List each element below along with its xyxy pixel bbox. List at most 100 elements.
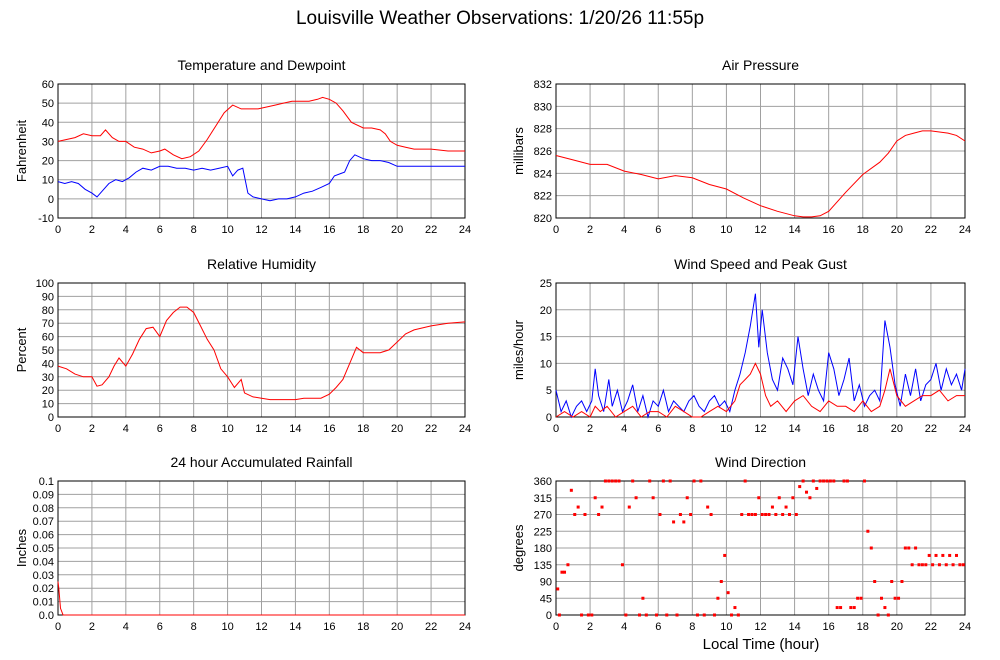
direction-point bbox=[719, 580, 723, 583]
direction-point bbox=[678, 513, 682, 516]
y-tick-label: 70 bbox=[42, 318, 54, 330]
direction-point bbox=[634, 496, 638, 500]
direction-point bbox=[859, 596, 863, 600]
direction-point bbox=[723, 553, 727, 557]
x-tick-label: 12 bbox=[754, 423, 766, 435]
direction-point bbox=[658, 513, 662, 516]
direction-point bbox=[900, 580, 904, 583]
direction-point bbox=[791, 496, 795, 500]
direction-point bbox=[702, 613, 706, 617]
y-tick-label: 0 bbox=[48, 194, 54, 206]
x-tick-label: 6 bbox=[655, 224, 661, 236]
y-tick-label: 822 bbox=[534, 191, 552, 203]
x-tick-label: 2 bbox=[587, 224, 593, 236]
x-axis-label: Local Time (hour) bbox=[702, 636, 820, 653]
y-tick-label: 180 bbox=[534, 543, 552, 555]
y-tick-label: 135 bbox=[534, 560, 552, 572]
y-tick-label: 0.03 bbox=[33, 570, 54, 582]
y-tick-label: 15 bbox=[540, 332, 552, 344]
x-tick-label: 24 bbox=[959, 423, 971, 435]
x-tick-label: 2 bbox=[587, 423, 593, 435]
direction-point bbox=[839, 606, 843, 610]
direction-point bbox=[569, 488, 573, 492]
plot-frame bbox=[555, 282, 966, 418]
direction-point bbox=[672, 520, 676, 524]
direction-point bbox=[890, 580, 894, 583]
direction-point bbox=[849, 606, 853, 610]
x-tick-label: 0 bbox=[55, 423, 61, 435]
direction-point bbox=[948, 553, 952, 557]
x-tick-label: 4 bbox=[621, 224, 627, 236]
y-tick-label: 10 bbox=[540, 358, 552, 370]
series-line-red bbox=[555, 362, 965, 418]
y-tick-label: 0.04 bbox=[33, 556, 54, 568]
direction-point bbox=[774, 513, 778, 516]
direction-point bbox=[825, 479, 829, 483]
direction-point bbox=[845, 479, 849, 483]
direction-point bbox=[627, 505, 631, 509]
y-tick-label: 20 bbox=[42, 156, 54, 168]
direction-point bbox=[897, 596, 901, 600]
y-tick-label: 60 bbox=[42, 332, 54, 344]
x-tick-label: 10 bbox=[720, 621, 732, 633]
y-tick-label: 0.09 bbox=[33, 489, 54, 501]
x-tick-label: 8 bbox=[689, 224, 695, 236]
direction-point bbox=[600, 505, 604, 509]
y-tick-label: 40 bbox=[42, 358, 54, 370]
x-tick-label: 0 bbox=[55, 621, 61, 633]
direction-point bbox=[753, 513, 757, 516]
x-tick-label: 6 bbox=[157, 224, 163, 236]
x-tick-label: 20 bbox=[391, 224, 403, 236]
y-axis-label: Inches bbox=[14, 528, 29, 567]
x-tick-label: 4 bbox=[621, 423, 627, 435]
y-tick-label: 0 bbox=[546, 610, 552, 622]
direction-point bbox=[593, 496, 597, 500]
direction-point bbox=[801, 479, 805, 483]
direction-point bbox=[638, 613, 642, 617]
direction-point bbox=[811, 479, 815, 483]
direction-point bbox=[917, 563, 921, 567]
direction-point bbox=[958, 563, 962, 567]
direction-point bbox=[937, 563, 941, 567]
y-axis-label: degrees bbox=[511, 524, 526, 571]
direction-point bbox=[866, 529, 870, 533]
direction-point bbox=[743, 479, 747, 483]
x-tick-label: 6 bbox=[157, 423, 163, 435]
x-tick-label: 0 bbox=[553, 224, 559, 236]
y-tick-label: 270 bbox=[534, 510, 552, 522]
direction-point bbox=[961, 563, 965, 567]
direction-point bbox=[736, 613, 740, 617]
plot-frame bbox=[555, 480, 966, 616]
direction-point bbox=[651, 496, 655, 500]
direction-point bbox=[805, 490, 809, 494]
x-tick-label: 14 bbox=[289, 224, 301, 236]
series-line-blue bbox=[555, 293, 966, 419]
x-tick-label: 20 bbox=[891, 423, 903, 435]
direction-point bbox=[586, 613, 590, 617]
direction-point bbox=[556, 587, 560, 591]
x-tick-label: 0 bbox=[553, 423, 559, 435]
y-tick-label: 225 bbox=[534, 526, 552, 538]
x-tick-label: 18 bbox=[357, 224, 369, 236]
direction-point bbox=[818, 479, 822, 483]
direction-point bbox=[644, 613, 648, 617]
y-tick-label: 830 bbox=[534, 101, 552, 113]
x-tick-label: 20 bbox=[891, 224, 903, 236]
x-tick-label: 18 bbox=[857, 224, 869, 236]
direction-point bbox=[907, 546, 911, 550]
direction-point bbox=[951, 563, 955, 567]
direction-point bbox=[920, 563, 924, 567]
direction-point bbox=[726, 591, 730, 595]
direction-point bbox=[835, 606, 839, 610]
y-tick-label: 50 bbox=[42, 345, 54, 357]
plot-frame bbox=[555, 83, 966, 219]
y-tick-label: 826 bbox=[534, 146, 552, 158]
direction-point bbox=[617, 479, 621, 483]
y-tick-label: 10 bbox=[42, 399, 54, 411]
x-tick-label: 12 bbox=[754, 224, 766, 236]
y-tick-label: -10 bbox=[38, 213, 54, 225]
direction-point bbox=[560, 570, 564, 574]
direction-point bbox=[685, 496, 689, 500]
x-tick-label: 14 bbox=[788, 621, 800, 633]
